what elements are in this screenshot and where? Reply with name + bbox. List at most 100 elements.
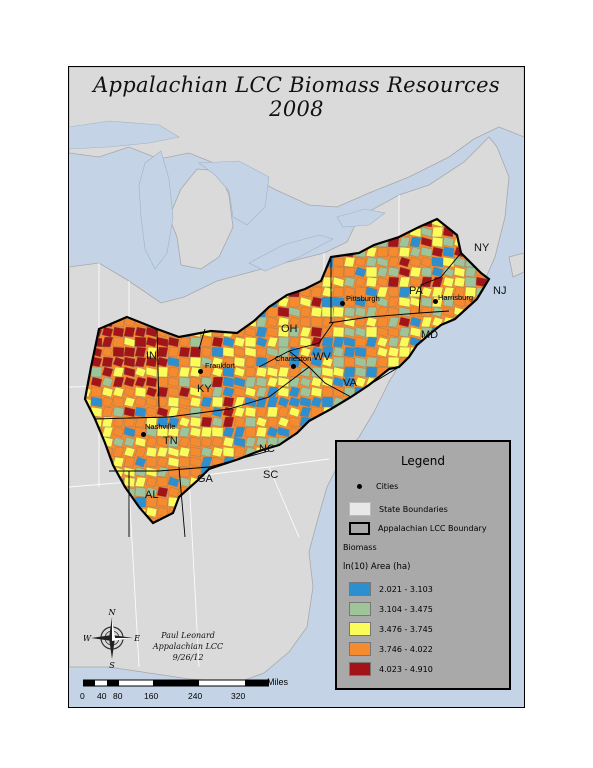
county-cell: [442, 286, 455, 298]
county-cell: [156, 366, 169, 378]
county-cell: [222, 436, 235, 448]
county-cell: [112, 376, 125, 388]
county-cell: [123, 406, 136, 418]
state-label-ga: GA: [197, 473, 213, 485]
county-cell: [244, 336, 257, 348]
county-cell: [311, 207, 322, 217]
state-label-ky: KY: [197, 383, 212, 395]
county-cell: [420, 266, 433, 278]
county-cell: [90, 219, 103, 228]
county-cell: [409, 236, 422, 248]
county-cell: [486, 296, 489, 308]
county-cell: [431, 416, 444, 428]
county-cell: [277, 366, 290, 378]
county-cell: [80, 207, 91, 217]
county-cell: [321, 516, 334, 523]
county-cell: [123, 226, 136, 238]
county-cell: [156, 496, 169, 508]
county-cell: [376, 416, 389, 428]
city-dot-pittsburgh: [340, 301, 345, 306]
county-cell: [233, 356, 246, 368]
county-cell: [222, 396, 235, 408]
legend-lcc-boundary-label: Appalachian LCC Boundary: [378, 524, 487, 533]
county-cell: [498, 427, 509, 437]
county-cell: [332, 386, 345, 398]
county-cell: [178, 386, 191, 398]
county-cell: [453, 336, 466, 348]
county-cell: [498, 387, 509, 397]
county-cell: [101, 219, 114, 228]
county-cell: [134, 376, 147, 388]
county-cell: [486, 336, 489, 348]
county-cell: [475, 426, 488, 438]
county-cell: [376, 306, 389, 318]
county-cell: [498, 407, 509, 417]
legend-state-boundaries-label: State Boundaries: [379, 504, 448, 514]
county-cell: [112, 396, 125, 408]
county-cell: [112, 236, 125, 248]
county-cell: [277, 406, 290, 418]
county-cell: [299, 336, 312, 348]
county-cell: [101, 226, 114, 238]
county-cell: [222, 356, 235, 368]
county-cell: [288, 296, 301, 308]
county-cell: [299, 356, 312, 368]
county-cell: [145, 346, 158, 358]
county-cell: [431, 366, 444, 378]
county-cell: [233, 396, 246, 408]
county-cell: [453, 376, 466, 388]
county-cell: [398, 346, 411, 358]
county-cell: [498, 297, 509, 307]
county-cell: [178, 446, 191, 458]
state-label-in: IN: [146, 350, 157, 362]
lake-huron: [198, 160, 270, 226]
legend-cities-label: Cities: [376, 482, 399, 491]
county-cell: [420, 406, 433, 418]
map-title: Appalachian LCC Biomass Resources 2008: [93, 73, 500, 121]
county-cell: [277, 376, 290, 388]
county-cell: [134, 276, 147, 288]
county-cell: [85, 219, 92, 228]
county-cell: [123, 466, 136, 478]
county-cell: [332, 366, 345, 378]
scale-unit: Miles: [267, 677, 289, 687]
county-cell: [69, 247, 80, 257]
county-cell: [398, 416, 411, 428]
county-cell: [255, 219, 268, 228]
county-cell: [178, 456, 191, 468]
county-cell: [442, 356, 455, 368]
county-cell: [431, 246, 444, 258]
county-cell: [178, 416, 191, 428]
county-cell: [365, 256, 378, 268]
county-cell: [211, 426, 224, 438]
county-cell: [365, 276, 378, 288]
county-cell: [464, 366, 477, 378]
county-cell: [134, 416, 147, 428]
county-cell: [134, 266, 147, 278]
state-label-sc: SC: [263, 469, 279, 481]
county-cell: [156, 396, 169, 408]
county-cell: [167, 406, 180, 418]
county-cell: [255, 426, 268, 438]
county-cell: [365, 266, 378, 278]
county-cell: [123, 346, 136, 358]
scale-tick-80: 80: [113, 691, 123, 701]
county-cell: [244, 326, 257, 338]
county-cell: [420, 356, 433, 368]
county-cell: [112, 386, 125, 398]
county-cell: [233, 426, 246, 438]
county-cell: [498, 267, 509, 277]
county-cell: [322, 527, 333, 537]
county-cell: [211, 386, 224, 398]
county-cell: [255, 406, 268, 418]
county-cell: [123, 256, 136, 268]
county-cell: [409, 406, 422, 418]
county-cell: [200, 426, 213, 438]
county-cell: [145, 276, 158, 288]
county-cell: [475, 336, 488, 348]
county-cell: [277, 396, 290, 408]
class-1-range: 2.021 - 3.103: [379, 584, 433, 594]
compass-rose-icon: N S W E: [84, 608, 140, 669]
county-cell: [332, 266, 345, 278]
city-label-pittsburgh: Pittsburgh: [346, 294, 380, 303]
